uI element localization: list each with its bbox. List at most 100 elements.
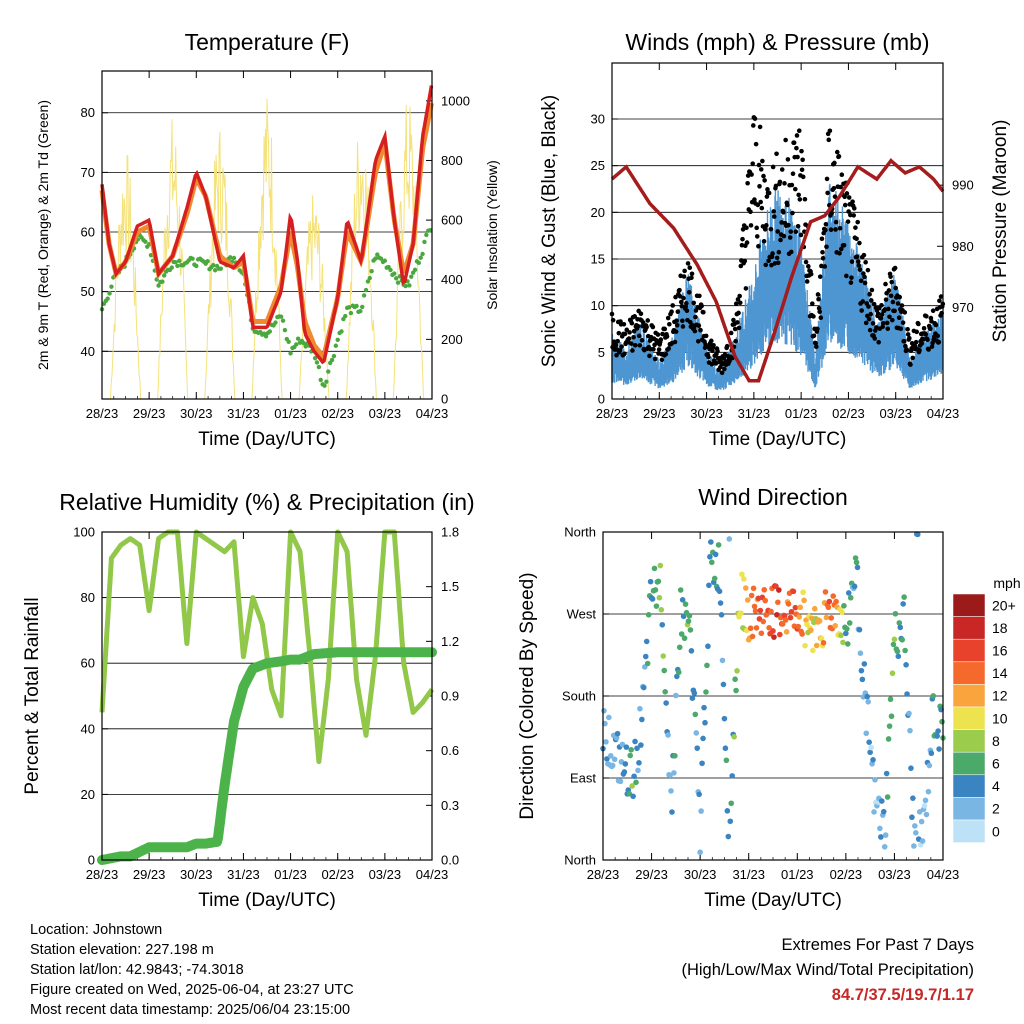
legend-label: 12 (992, 688, 1008, 704)
dewpoint-point (420, 251, 425, 257)
dewpoint-point (190, 256, 195, 261)
direction-point (691, 690, 698, 696)
gust-point (769, 262, 774, 268)
extremes-values: 84.7/37.5/19.7/1.17 (831, 986, 974, 1004)
temperature-ytick-label: 50 (81, 284, 95, 299)
dewpoint-point (286, 339, 291, 344)
winds-yaxis-title: Sonic Wind & Gust (Blue, Black) (539, 95, 560, 367)
winds-ytick-label: 20 (591, 205, 605, 220)
legend-swatch (952, 729, 986, 753)
gust-point (816, 296, 821, 302)
gust-point (880, 321, 886, 326)
gust-point (882, 307, 888, 312)
gust-point (670, 303, 676, 308)
dewpoint-point (382, 258, 388, 263)
gust-point (800, 157, 805, 163)
humidity-xtick-label: 03/23 (369, 867, 402, 882)
gust-point (833, 219, 839, 225)
direction-point (717, 600, 724, 606)
direction-point (900, 601, 906, 607)
direction-point (709, 559, 715, 566)
direction-point (787, 614, 794, 621)
dewpoint-point (407, 283, 412, 288)
gust-point (886, 306, 891, 312)
dewpoint-point (177, 258, 182, 264)
temperature-ytick-right-label: 400 (441, 272, 463, 287)
gust-point (775, 229, 780, 234)
gust-point (742, 258, 748, 264)
gust-point (824, 176, 830, 182)
gust-point (691, 300, 697, 306)
gust-point (753, 141, 759, 147)
direction-point (641, 684, 647, 691)
gust-point (682, 268, 687, 274)
direction-point (843, 630, 849, 637)
direction-point (711, 575, 718, 582)
latlon-text: Station lat/lon: 42.9843; -74.3018 (30, 962, 244, 978)
temperature-xtick-label: 02/23 (321, 406, 354, 421)
direction-point (859, 676, 866, 683)
direction-title: Wind Direction (698, 484, 848, 510)
dewpoint-point (373, 256, 378, 261)
direction-point (703, 689, 709, 695)
direction-point (627, 752, 633, 759)
direction-point (689, 695, 696, 702)
temperature-ytick-right-label: 200 (441, 332, 463, 347)
gust-point (937, 298, 942, 304)
direction-point (751, 603, 758, 610)
gust-point (785, 202, 790, 208)
temperature-xtick-label: 30/23 (180, 406, 213, 421)
gust-point (678, 299, 684, 305)
temperature-ytick-label: 60 (81, 225, 95, 240)
gust-point (848, 280, 854, 285)
location-text: Location: Johnstown (30, 922, 163, 938)
gust-point (619, 344, 624, 349)
direction-point (926, 762, 933, 769)
gust-point (875, 311, 881, 316)
direction-point (744, 597, 751, 603)
humidity-xaxis-title: Time (Day/UTC) (198, 890, 336, 911)
gust-point (855, 219, 860, 225)
dewpoint-point (409, 274, 414, 279)
direction-point (901, 594, 907, 600)
gust-point (879, 312, 885, 317)
direction-point (904, 691, 910, 697)
humidity-ytick-label: 60 (81, 656, 95, 671)
gust-point (908, 362, 913, 367)
direction-point (921, 803, 928, 809)
gust-point (762, 178, 767, 183)
direction-point (665, 732, 671, 738)
gust-point (850, 199, 855, 204)
direction-point (614, 730, 621, 737)
direction-point (773, 583, 779, 589)
direction-point (603, 739, 609, 745)
dewpoint-point (392, 271, 397, 276)
direction-point (675, 669, 682, 676)
dewpoint-point (369, 268, 374, 274)
gust-point (855, 259, 861, 264)
gust-point (761, 238, 767, 244)
direction-point (629, 783, 635, 789)
gust-point (733, 301, 739, 307)
gust-point (677, 294, 683, 299)
winds-xtick-label: 01/23 (785, 406, 818, 421)
direction-point (891, 636, 898, 643)
direction-point (779, 621, 786, 627)
dewpoint-point (363, 287, 369, 293)
direction-point (662, 688, 668, 695)
winds-ytick-label: 5 (598, 345, 605, 360)
gust-point (798, 232, 804, 238)
direction-point (782, 617, 789, 623)
direction-point (879, 798, 885, 804)
gust-point (613, 342, 619, 348)
gust-point (858, 278, 864, 284)
direction-point (884, 794, 891, 800)
dewpoint-point (173, 259, 178, 265)
direction-point (607, 753, 614, 759)
created-text: Figure created on Wed, 2025-06-04, at 23… (30, 982, 354, 998)
direction-point (663, 700, 669, 706)
direction-point (611, 756, 618, 763)
direction-point (601, 707, 607, 714)
gust-point (787, 235, 793, 240)
direction-point (852, 555, 859, 561)
